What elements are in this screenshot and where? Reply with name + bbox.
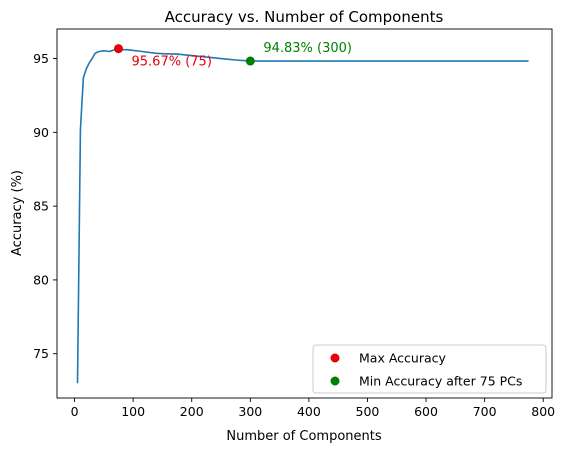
legend-entry-label: Min Accuracy after 75 PCs [359, 374, 522, 389]
legend-marker [330, 376, 340, 386]
min-accuracy-point [245, 56, 255, 66]
axes-frame [56, 28, 553, 399]
y-axis-label: Accuracy (%) [10, 170, 25, 256]
y-tick-label: 85 [33, 199, 49, 214]
x-axis: 0 100 200 300 400 500 600 700 800 [71, 398, 555, 419]
data-line-group [76, 47, 529, 384]
data-line [76, 47, 529, 384]
max-accuracy-annotation: 95.67% (75) [132, 55, 212, 70]
plot-area: 95.67% (75) 94.83% (300) [76, 41, 529, 384]
legend: Max Accuracy Min Accuracy after 75 PCs [312, 344, 547, 394]
x-tick-label: 800 [531, 404, 555, 419]
y-tick-label: 90 [33, 125, 49, 140]
x-axis-label: Number of Components [226, 429, 381, 444]
y-tick-label: 80 [33, 272, 49, 287]
x-tick-label: 300 [238, 404, 262, 419]
legend-marker [330, 353, 340, 363]
x-tick-label: 100 [121, 404, 145, 419]
min-accuracy-annotation: 94.83% (300) [263, 41, 352, 56]
annotation-layer: 95.67% (75) 94.83% (300) [132, 41, 352, 70]
legend-entry-label: Max Accuracy [359, 351, 446, 366]
marker-layer [114, 44, 255, 66]
x-tick-label: 0 [71, 404, 79, 419]
x-tick-label: 600 [414, 404, 438, 419]
y-tick-label: 95 [33, 51, 49, 66]
max-accuracy-point [114, 44, 124, 54]
y-tick-label: 75 [33, 346, 49, 361]
chart-title: Accuracy vs. Number of Components [165, 8, 444, 26]
legend-box [312, 344, 547, 394]
x-tick-label: 700 [473, 404, 497, 419]
x-tick-label: 500 [356, 404, 380, 419]
x-tick-label: 400 [297, 404, 321, 419]
x-tick-label: 200 [180, 404, 204, 419]
y-axis: 75 80 85 90 95 [33, 51, 57, 361]
